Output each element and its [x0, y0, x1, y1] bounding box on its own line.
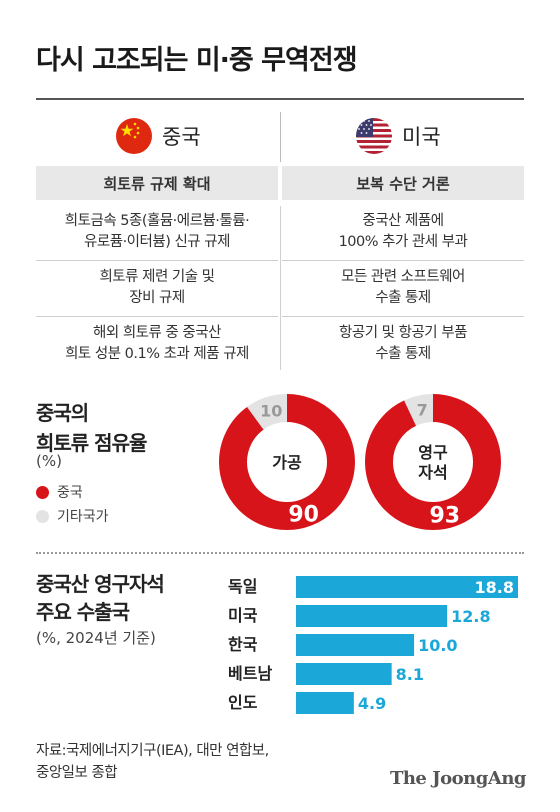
usa-subhead: 보복 수단 거론 — [282, 166, 524, 200]
usa-flag-icon — [356, 118, 392, 154]
china-measure-2: 희토류 제련 기술 및 장비 규제 — [99, 269, 215, 306]
china-label: 중국 — [162, 125, 201, 149]
bar-value-label: 12.8 — [451, 607, 490, 626]
bar — [296, 634, 415, 656]
legend-china: 중국 — [36, 482, 83, 502]
donut-slice-other — [365, 394, 502, 530]
bar-value-label: 8.1 — [396, 665, 424, 684]
donut-center-label: 가공 — [272, 453, 302, 472]
donut-center-label: 영구 — [418, 443, 448, 462]
donut-slice-china — [365, 394, 501, 530]
china-header: 중국 — [116, 116, 201, 156]
legend-china-swatch — [36, 485, 49, 499]
header-divider — [280, 112, 281, 162]
china-measure-1: 희토금속 5종(홀뮴·에르븀·툴륨· 유로퓸·이터븀) 신규 규제 — [64, 213, 250, 250]
row-divider — [282, 260, 524, 261]
export-bar-chart: 독일 18.8 미국 12.8 한국 10.0 베트남 8.1 인도 4.9 — [228, 576, 518, 714]
row-divider — [36, 316, 278, 317]
bar — [296, 576, 518, 598]
share-donut-charts: 90 10 가공 93 7 영구자석 — [219, 393, 502, 530]
donut-value-other: 10 — [260, 402, 282, 421]
usa-header: 미국 — [356, 116, 441, 156]
export-title: 중국산 영구자석 주요 수출국 — [36, 572, 165, 624]
bar-value-label: 4.9 — [358, 694, 386, 713]
section-divider — [36, 552, 524, 554]
brand-logo: The JoongAng — [389, 768, 527, 789]
usa-measure-3: 항공기 및 항공기 부품 수출 통제 — [339, 325, 467, 362]
donut-value-china: 90 — [288, 502, 319, 527]
bar-category-label: 독일 — [228, 577, 257, 596]
bar-value-label: 10.0 — [418, 636, 457, 655]
page-title: 다시 고조되는 미·중 무역전쟁 — [36, 45, 358, 76]
share-unit: (%) — [36, 452, 62, 470]
usa-measure-1: 중국산 제품에 100% 추가 관세 부과 — [338, 213, 468, 250]
china-measure-3: 해외 희토류 중 중국산 희토 성분 0.1% 초과 제품 규제 — [65, 325, 249, 362]
legend-other: 기타국가 — [36, 506, 109, 526]
row-divider — [36, 260, 278, 261]
title-rule — [36, 98, 524, 100]
bar — [296, 663, 392, 685]
china-flag-icon — [116, 118, 152, 154]
bar-value-label: 18.8 — [475, 578, 514, 597]
usa-measure-2: 모든 관련 소프트웨어 수출 통제 — [341, 269, 465, 306]
donut-slice-other — [219, 393, 355, 530]
share-title: 중국의 희토류 점유율 — [36, 401, 147, 455]
export-unit: (%, 2024년 기준) — [36, 629, 156, 647]
bar — [296, 605, 448, 627]
table-center-divider — [280, 206, 281, 370]
china-subhead: 희토류 규제 확대 — [36, 166, 278, 200]
usa-label: 미국 — [402, 125, 441, 149]
bar-category-label: 한국 — [228, 635, 258, 654]
legend-other-swatch — [36, 509, 49, 523]
donut-value-other: 7 — [417, 400, 428, 419]
bar-category-label: 베트남 — [228, 664, 272, 683]
donut-value-china: 93 — [429, 504, 460, 529]
donut-center-label: 자석 — [418, 463, 447, 482]
row-divider — [282, 316, 524, 317]
source-note: 자료:국제에너지기구(IEA), 대만 연합보, 중앙일보 종합 — [36, 743, 269, 781]
bar-category-label: 인도 — [228, 693, 258, 712]
bar-category-label: 미국 — [228, 606, 258, 625]
bar — [296, 692, 354, 714]
